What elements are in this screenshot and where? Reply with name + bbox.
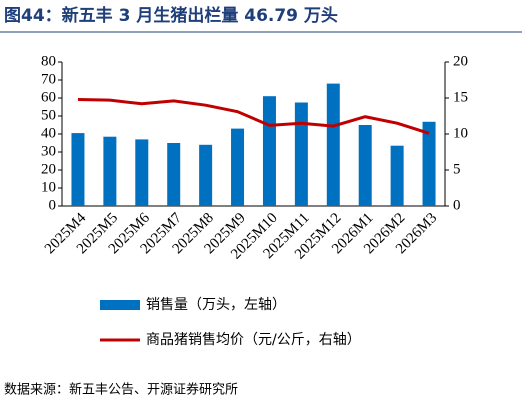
legend-swatch [100, 300, 140, 310]
bar [294, 102, 308, 206]
y-tick-label: 10 [41, 179, 56, 195]
source: 数据来源：新五丰公告、开源证券研究所 [4, 382, 238, 398]
bar [135, 139, 149, 206]
line [77, 97, 430, 135]
bar [422, 121, 436, 206]
bar [326, 83, 340, 206]
y2-tick-label: 20 [453, 53, 468, 69]
y-tick-label: 0 [49, 197, 57, 213]
bar [262, 96, 276, 206]
bar [167, 143, 181, 206]
bar [103, 136, 117, 206]
bar [390, 145, 404, 206]
y2-tick-label: 10 [453, 125, 468, 141]
legend-label: 商品猪销售均价（元/公斤，右轴） [146, 332, 361, 348]
bar [71, 133, 85, 206]
y2-tick-label: 15 [453, 89, 468, 105]
y-tick-label: 30 [41, 143, 56, 159]
y-tick-label: 50 [41, 107, 56, 123]
y-tick-label: 40 [41, 125, 56, 141]
y-tick-label: 70 [41, 71, 56, 87]
y-tick-label: 80 [41, 53, 56, 69]
bar [358, 125, 372, 206]
bar [199, 144, 213, 206]
y2-tick-label: 0 [453, 197, 461, 213]
bar [231, 128, 245, 206]
y-tick-label: 60 [41, 89, 56, 105]
y-tick-label: 20 [41, 161, 56, 177]
chart-title: 图44：新五丰 3 月生猪出栏量 46.79 万头 [4, 5, 338, 26]
y2-tick-label: 5 [453, 161, 461, 177]
legend-label: 销售量（万头，左轴） [146, 297, 286, 313]
